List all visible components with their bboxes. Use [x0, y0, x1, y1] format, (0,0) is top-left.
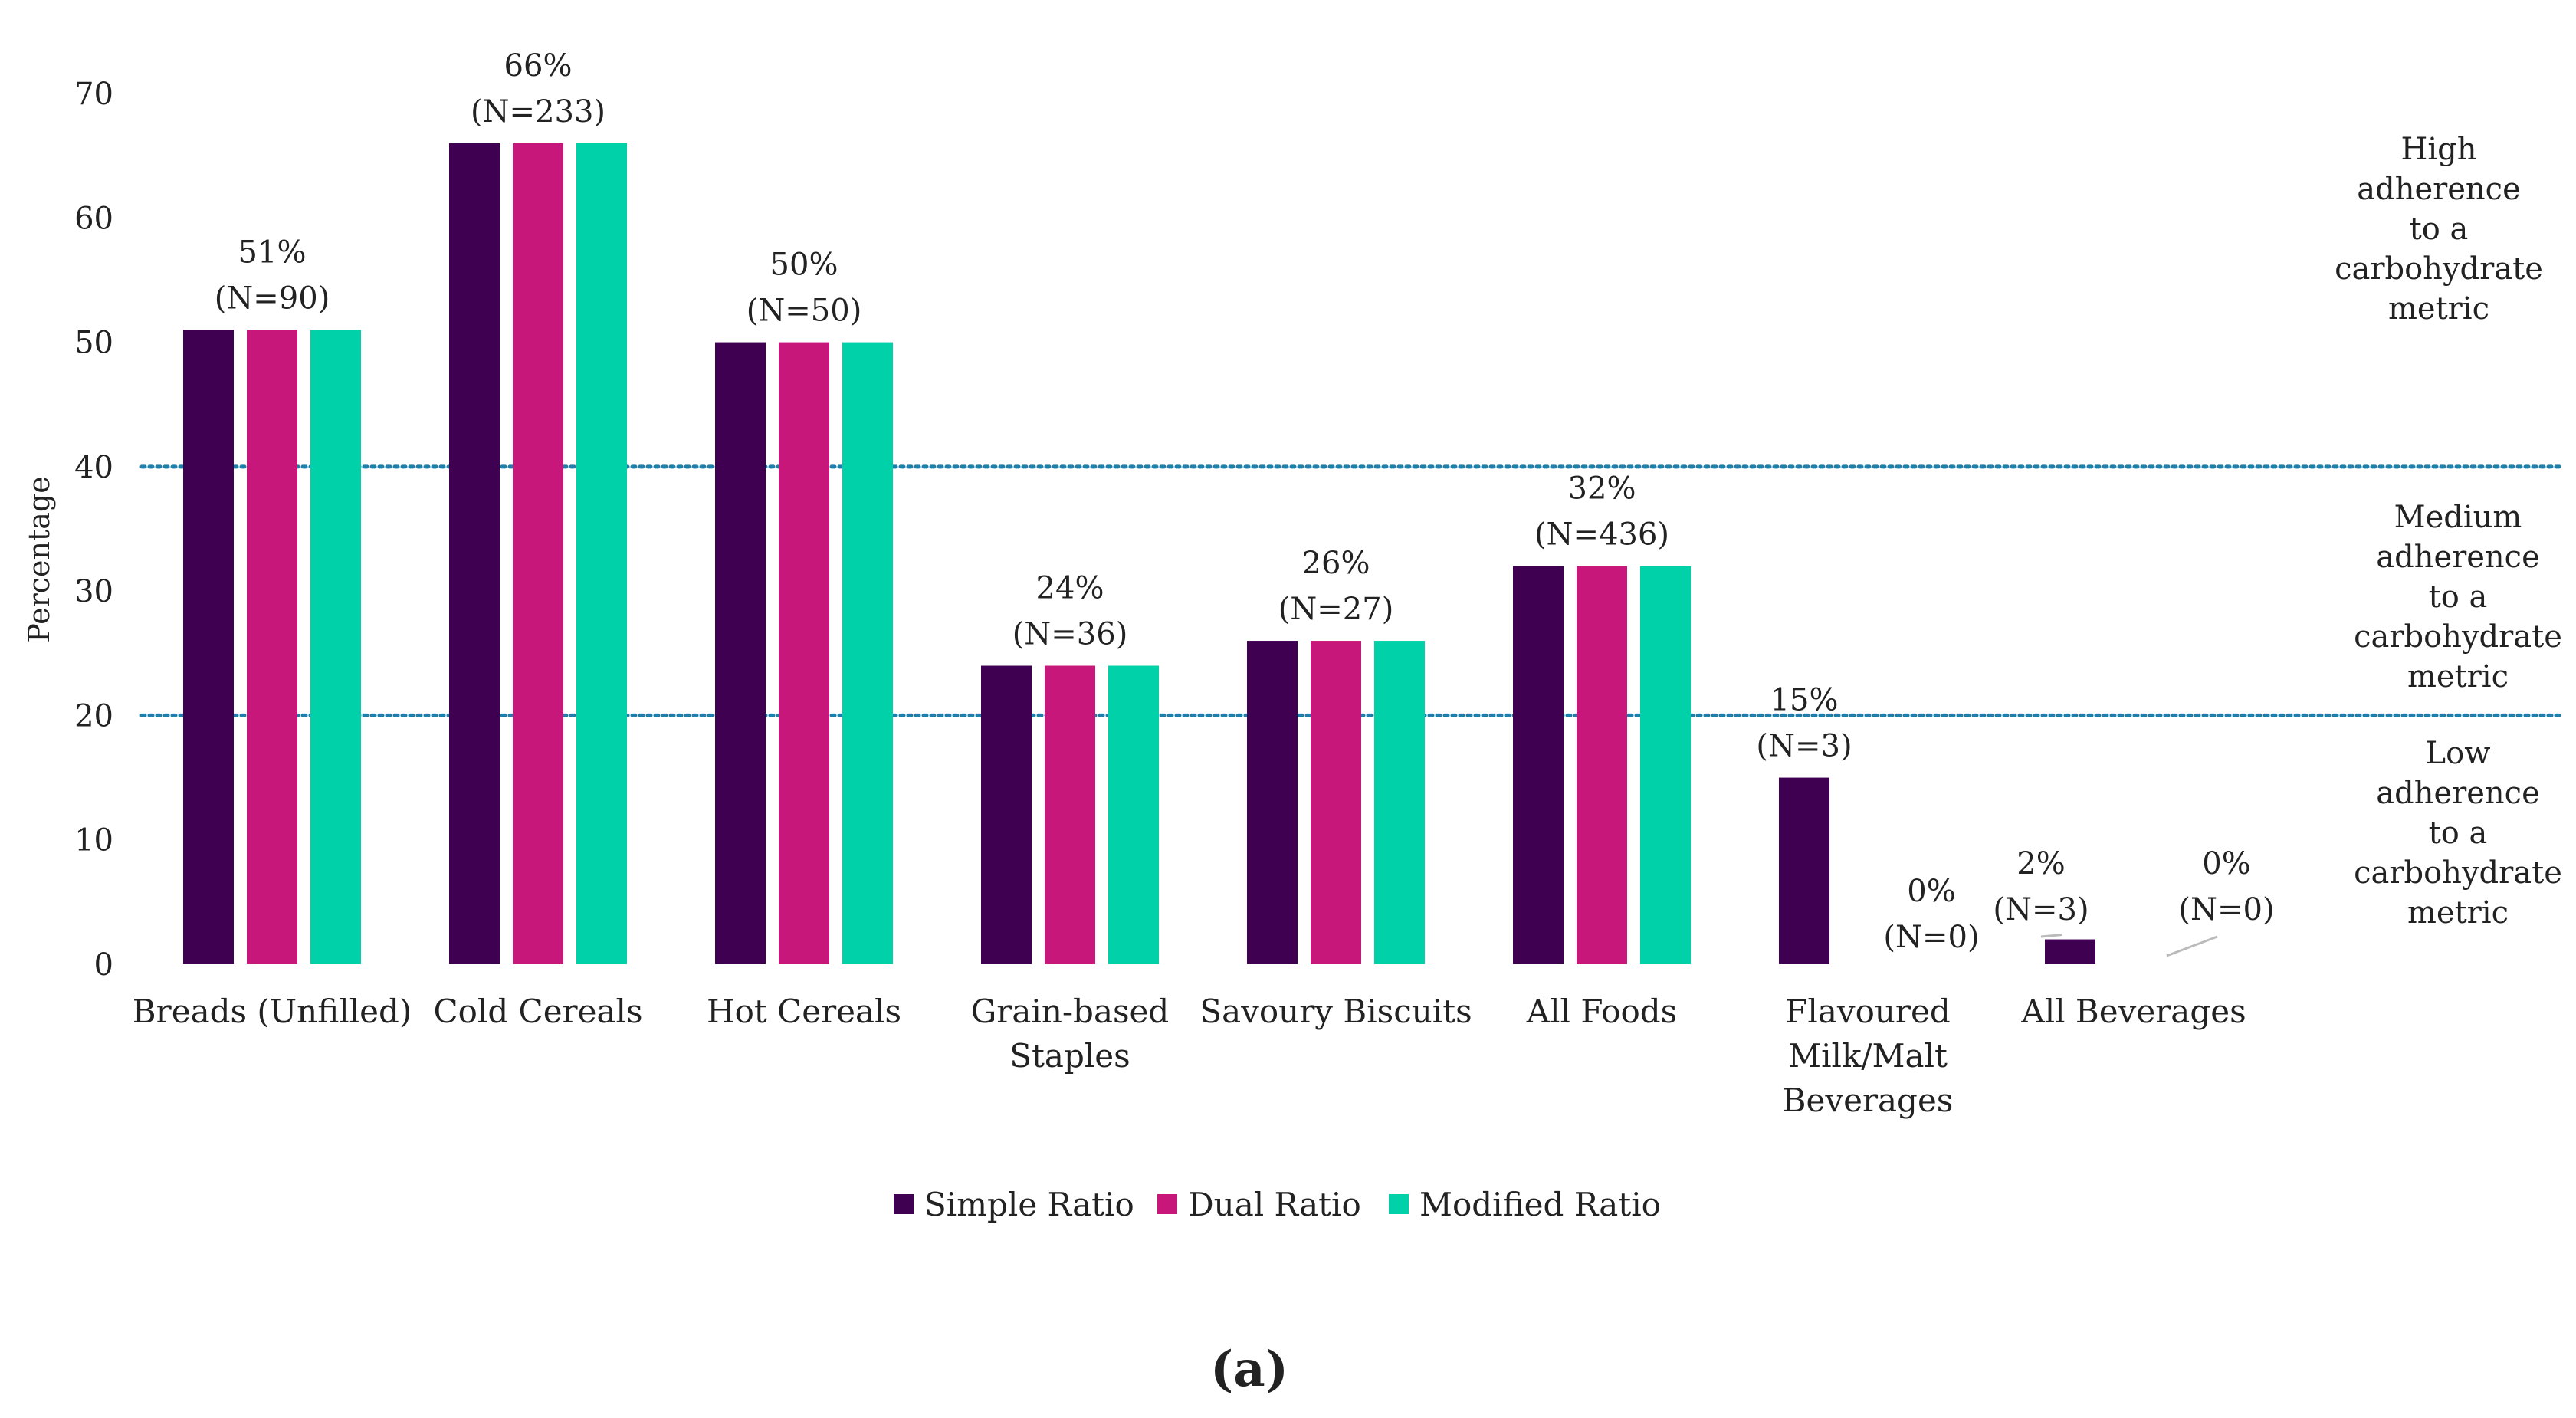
zone-label: adherence: [2357, 172, 2521, 207]
y-tick-label: 70: [74, 77, 113, 112]
bar: [247, 330, 297, 964]
bar: [2045, 939, 2095, 964]
zone-label: metric: [2388, 291, 2489, 327]
bar: [1577, 566, 1627, 964]
bar-value-label: 0%: [1907, 874, 1955, 909]
category-label: Breads (Unfilled): [133, 993, 412, 1030]
legend-swatch: [894, 1194, 914, 1214]
y-tick-label: 30: [74, 574, 113, 609]
category-label: Hot Cereals: [707, 993, 901, 1030]
bar: [1045, 665, 1095, 964]
bar: [1108, 665, 1159, 964]
bar-count-label: (N=36): [1012, 617, 1128, 652]
bar: [1247, 641, 1298, 964]
zone-label: to a: [2410, 212, 2469, 247]
panel-label: (a): [1210, 1341, 1288, 1398]
bar: [1640, 566, 1691, 964]
category-label: Flavoured: [1785, 993, 1951, 1030]
bar-value-label: 24%: [1036, 571, 1104, 606]
bar: [576, 143, 627, 964]
zone-label: High: [2400, 132, 2476, 167]
category-label: Grain-based: [971, 993, 1170, 1030]
legend-swatch: [1389, 1194, 1409, 1214]
zone-label: metric: [2407, 659, 2509, 694]
y-axis-ticks: 0 10 20 30 40 50 60 70: [74, 77, 113, 983]
category-label: Beverages: [1783, 1082, 1954, 1119]
zone-label: metric: [2407, 895, 2509, 931]
category-label: Milk/Malt: [1788, 1037, 1948, 1075]
legend-label: Dual Ratio: [1188, 1186, 1361, 1223]
bar-count-label: (N=0): [1883, 920, 1979, 955]
y-axis-label: Percentage: [22, 476, 56, 643]
legend: Simple Ratio Dual Ratio Modified Ratio: [894, 1186, 1661, 1223]
bars: [183, 143, 2095, 965]
bar: [1513, 566, 1564, 964]
bar-count-label: (N=90): [215, 281, 330, 316]
bar-value-label: 51%: [238, 235, 307, 270]
bar-count-label: (N=3): [1756, 729, 1852, 764]
zone-label: carbohydrate: [2354, 619, 2562, 655]
legend-label: Modified Ratio: [1419, 1186, 1661, 1223]
bar-count-label: (N=50): [747, 294, 862, 329]
y-tick-label: 40: [74, 450, 113, 485]
bar: [1311, 641, 1361, 964]
adherence-zone-labels: High adherence to a carbohydrate metric Mediu…: [2335, 132, 2562, 931]
bar: [1374, 641, 1425, 964]
bar-count-label: (N=233): [471, 94, 605, 130]
bar: [779, 342, 829, 965]
bar-value-label: 2%: [2016, 846, 2065, 881]
zone-label: to a: [2429, 816, 2488, 851]
bar: [981, 665, 1032, 964]
bar-value-label: 32%: [1568, 471, 1636, 507]
bar: [513, 143, 563, 964]
leader-line: [2166, 935, 2218, 957]
y-tick-label: 20: [74, 698, 113, 734]
bar-count-label: (N=436): [1534, 517, 1669, 553]
category-label: All Beverages: [2020, 993, 2246, 1030]
bar: [715, 342, 766, 965]
bar: [310, 330, 361, 964]
category-label: Staples: [1009, 1037, 1130, 1075]
bar-count-label: (N=3): [1993, 892, 2089, 927]
y-tick-label: 50: [74, 326, 113, 361]
bar: [183, 330, 234, 964]
y-tick-label: 0: [94, 947, 113, 983]
bar-value-label: 26%: [1302, 546, 1370, 581]
y-tick-label: 60: [74, 201, 113, 236]
category-label: Cold Cereals: [433, 993, 642, 1030]
bar-annotations: 51% (N=90) 66% (N=233) 50% (N=50) 24% (N=36) 26%…: [215, 48, 2275, 957]
category-label: All Foods: [1526, 993, 1677, 1030]
bar: [842, 342, 893, 965]
bar: [449, 143, 500, 964]
legend-label: Simple Ratio: [924, 1186, 1134, 1223]
bar-value-label: 50%: [770, 248, 838, 283]
bar: [1779, 777, 1829, 964]
leader-line: [2040, 934, 2063, 938]
zone-label: to a: [2429, 579, 2488, 615]
zone-label: carbohydrate: [2335, 251, 2543, 287]
bar-value-label: 15%: [1770, 683, 1839, 718]
y-tick-label: 10: [74, 823, 113, 858]
zone-label: carbohydrate: [2354, 855, 2562, 891]
bar-count-label: (N=0): [2178, 892, 2274, 927]
zone-label: adherence: [2376, 540, 2540, 575]
x-axis-categories: Breads (Unfilled) Cold Cereals Hot Cereals…: [133, 993, 2246, 1119]
bar-value-label: 66%: [504, 48, 573, 84]
category-label: Savoury Biscuits: [1199, 993, 1472, 1030]
zone-label: Medium: [2394, 500, 2522, 535]
zone-label: Low: [2426, 736, 2491, 771]
legend-swatch: [1157, 1194, 1177, 1214]
zone-label: adherence: [2376, 776, 2540, 811]
bar-count-label: (N=27): [1278, 592, 1394, 627]
bar-value-label: 0%: [2202, 846, 2250, 881]
